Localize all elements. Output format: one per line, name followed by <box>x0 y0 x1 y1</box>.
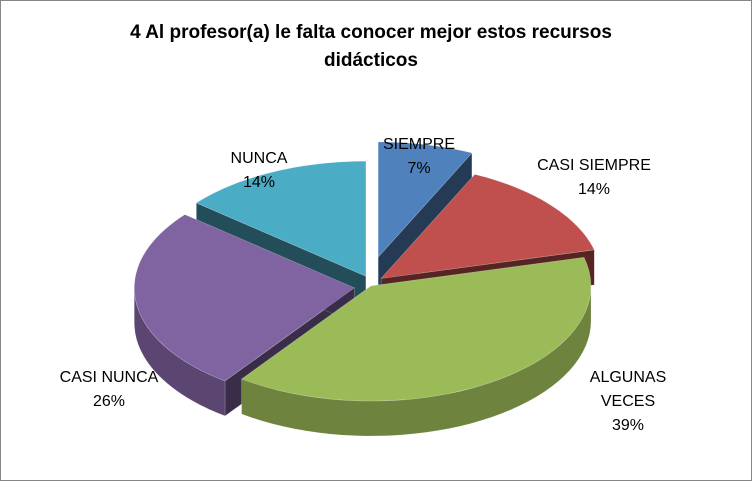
data-label-siempre: SIEMPRE 7% <box>383 136 455 177</box>
label-algunas-veces-name-2: VECES <box>601 393 655 410</box>
label-algunas-veces-name-1: ALGUNAS <box>590 369 666 386</box>
data-label-algunas-veces: ALGUNAS VECES 39% <box>590 369 666 434</box>
slice-algunas-veces-group <box>241 257 592 437</box>
label-algunas-veces-percent: 39% <box>612 417 644 434</box>
slice-siempre-top <box>377 141 473 258</box>
data-label-casi-nunca: CASI NUNCA 26% <box>60 369 159 410</box>
data-label-casi-siempre: CASI SIEMPRE 14% <box>537 157 651 198</box>
chart-title-line-2: didácticos <box>324 50 418 71</box>
pie-slices <box>133 141 595 437</box>
slice-algunas-veces-top <box>241 257 592 402</box>
slice-casi-siempre-top <box>380 174 595 279</box>
label-nunca-name: NUNCA <box>231 150 288 167</box>
data-label-nunca: NUNCA 14% <box>231 150 288 191</box>
label-casi-siempre-percent: 14% <box>578 181 610 198</box>
label-casi-nunca-percent: 26% <box>93 393 125 410</box>
slice-algunas-veces-wall-0 <box>241 285 592 437</box>
label-casi-nunca-name: CASI NUNCA <box>60 369 159 386</box>
chart-title: 4 Al profesor(a) le falta conocer mejor … <box>91 19 651 75</box>
slice-casi-nunca-top <box>133 214 355 382</box>
label-nunca-percent: 14% <box>243 174 275 191</box>
slice-nunca-top <box>195 160 367 277</box>
label-casi-siempre-name: CASI SIEMPRE <box>537 157 651 174</box>
label-siempre-name: SIEMPRE <box>383 136 455 153</box>
chart-title-line-1: 4 Al profesor(a) le falta conocer mejor … <box>130 22 612 43</box>
label-siempre-percent: 7% <box>407 160 430 177</box>
